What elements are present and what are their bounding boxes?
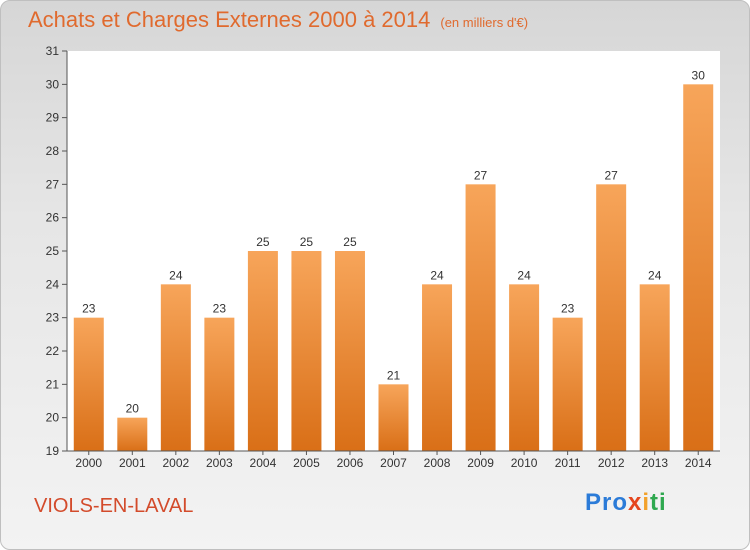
y-tick-label-24: 24 <box>46 277 60 291</box>
bar-2012 <box>596 184 627 452</box>
x-tick-label-2000: 2000 <box>75 456 102 470</box>
logo-part: i <box>642 489 651 516</box>
y-tick-label-28: 28 <box>46 144 60 158</box>
x-tick-label-2006: 2006 <box>337 456 364 470</box>
bar-2011 <box>552 317 583 451</box>
bar-2005 <box>291 251 322 451</box>
y-tick-label-22: 22 <box>46 344 60 358</box>
value-label-2012: 27 <box>604 168 618 182</box>
x-tick-label-2011: 2011 <box>555 456 581 470</box>
y-tick-label-25: 25 <box>46 244 60 258</box>
y-tick-label-26: 26 <box>46 211 60 225</box>
bar-2007 <box>378 384 409 451</box>
x-tick-label-2004: 2004 <box>250 456 277 470</box>
chart-subtitle: (en milliers d'€) <box>440 15 529 30</box>
value-label-2009: 27 <box>474 168 488 182</box>
x-tick-label-2003: 2003 <box>206 456 233 470</box>
value-label-2013: 24 <box>648 268 662 282</box>
bar-2004 <box>247 251 278 451</box>
y-tick-label-27: 27 <box>46 177 60 191</box>
bar-2014 <box>683 84 714 451</box>
y-tick-label-23: 23 <box>46 311 60 325</box>
x-tick-label-2012: 2012 <box>598 456 625 470</box>
logo-part: ti <box>650 489 667 516</box>
y-tick-label-29: 29 <box>46 111 60 125</box>
value-label-2003: 23 <box>213 302 227 316</box>
y-tick-label-30: 30 <box>46 77 60 91</box>
value-label-2002: 24 <box>169 268 183 282</box>
x-tick-label-2008: 2008 <box>424 456 451 470</box>
proxiti-logo: Proxiti <box>585 489 667 517</box>
y-tick-label-31: 31 <box>46 44 60 58</box>
x-tick-label-2014: 2014 <box>685 456 712 470</box>
x-tick-label-2001: 2001 <box>119 456 146 470</box>
x-tick-label-2010: 2010 <box>511 456 538 470</box>
bar-2008 <box>422 284 453 451</box>
chart-title: Achats et Charges Externes 2000 à 2014 (e… <box>28 7 528 33</box>
value-label-2000: 23 <box>82 302 96 316</box>
y-tick-label-21: 21 <box>46 377 60 391</box>
chart-title-text: Achats et Charges Externes 2000 à 2014 <box>28 7 431 32</box>
value-label-2004: 25 <box>256 235 270 249</box>
value-label-2006: 25 <box>343 235 357 249</box>
x-tick-label-2002: 2002 <box>162 456 189 470</box>
value-label-2010: 24 <box>517 268 531 282</box>
y-tick-label-20: 20 <box>46 411 60 425</box>
logo-part: Pro <box>585 489 629 516</box>
logo-part: x <box>628 489 643 516</box>
bar-2006 <box>334 251 365 451</box>
x-tick-label-2009: 2009 <box>467 456 494 470</box>
bar-2000 <box>73 317 104 451</box>
value-label-2008: 24 <box>430 268 444 282</box>
value-label-2007: 21 <box>387 368 401 382</box>
value-label-2001: 20 <box>126 402 140 416</box>
bar-2009 <box>465 184 496 452</box>
value-label-2014: 30 <box>692 68 706 82</box>
axis-layer: 2000 2001 2002 2003 2004 2005 2006 2007 2008 2009… <box>46 44 720 470</box>
bar-2010 <box>509 284 540 451</box>
bars-layer: 23 20 24 23 25 25 25 21 24 27 24 23 27 24 30 <box>73 68 714 452</box>
commune-name: VIOLS-EN-LAVAL <box>34 495 194 517</box>
bar-2002 <box>160 284 191 451</box>
bar-2013 <box>639 284 670 451</box>
x-tick-label-2007: 2007 <box>380 456 407 470</box>
x-tick-label-2013: 2013 <box>641 456 668 470</box>
bar-2003 <box>204 317 235 451</box>
value-label-2011: 23 <box>561 302 575 316</box>
value-label-2005: 25 <box>300 235 314 249</box>
y-tick-label-19: 19 <box>46 444 60 458</box>
bar-2001 <box>117 417 148 451</box>
x-tick-label-2005: 2005 <box>293 456 320 470</box>
